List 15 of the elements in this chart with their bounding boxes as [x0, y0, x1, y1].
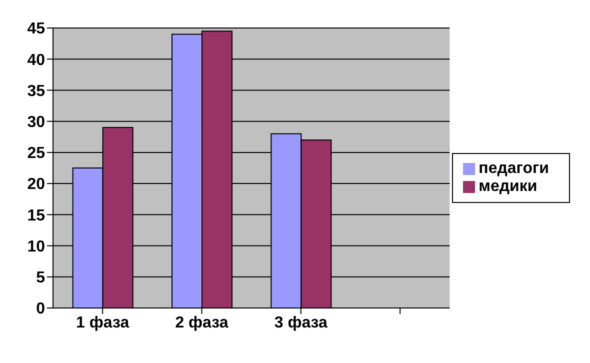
x-tick-label: 2 фаза — [175, 314, 228, 332]
x-tick-label: 3 фаза — [274, 314, 328, 332]
y-tick-label: 20 — [27, 176, 46, 194]
legend-label: медики — [478, 178, 538, 195]
legend-label: педагоги — [478, 160, 549, 177]
y-tick-label: 10 — [27, 238, 46, 256]
y-tick-label: 40 — [27, 52, 46, 69]
y-tick-label: 45 — [27, 20, 46, 38]
y-tick-label: 35 — [27, 82, 46, 100]
y-tick-label: 30 — [27, 114, 46, 132]
y-tick-label: 0 — [36, 300, 46, 318]
y-tick-label: 5 — [36, 270, 46, 287]
y-tick-label: 15 — [27, 207, 46, 224]
x-tick-label: 1 фаза — [76, 314, 130, 332]
y-tick-label: 25 — [27, 145, 46, 162]
